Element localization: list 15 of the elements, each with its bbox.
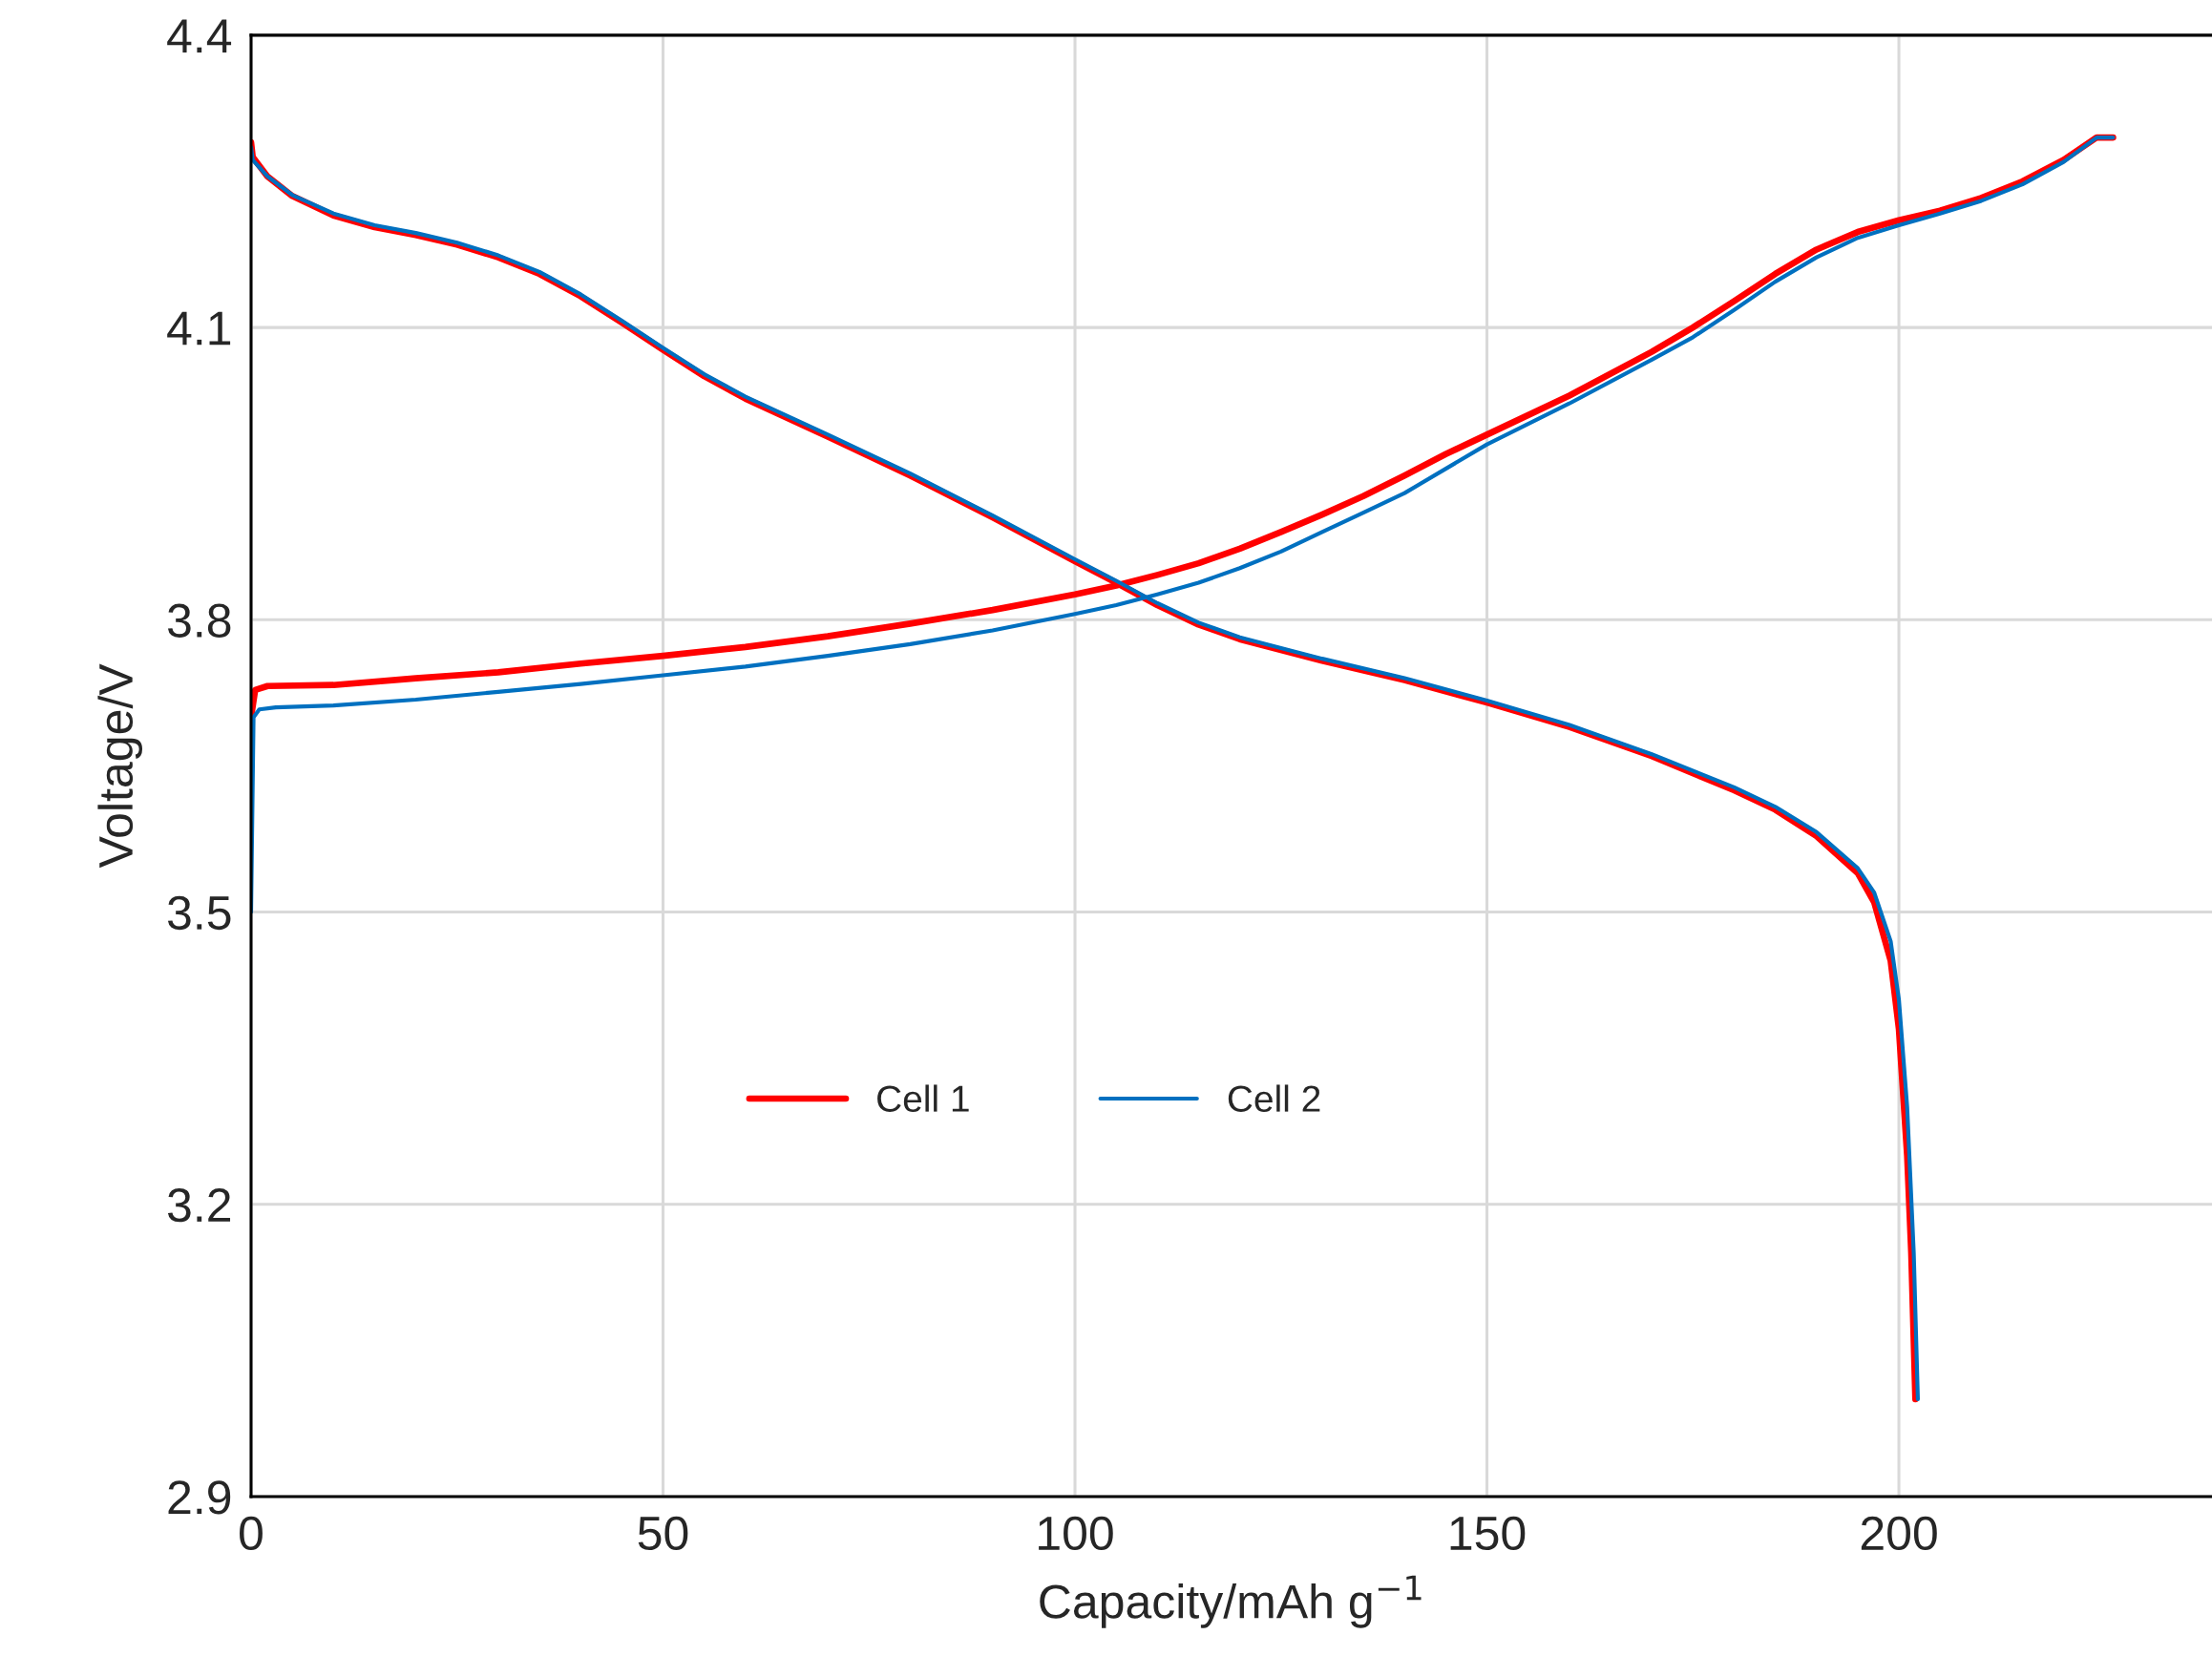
x-tick-label: 0 (240, 1516, 263, 1551)
x-axis-title: Capacity/mAh g$^{−1}$ (1040, 1575, 1422, 1628)
x-tick-label: 100 (1039, 1516, 1113, 1551)
y-tick-label: 4.4 (167, 19, 232, 53)
y-tick-label: 3.8 (167, 603, 231, 638)
y-tick-label: 4.1 (167, 311, 231, 346)
y-tick-label: 3.5 (167, 895, 231, 931)
x-tick-label: 150 (1450, 1516, 1526, 1551)
y-tick-label: 3.2 (167, 1187, 231, 1223)
legend-label: Cell 2 (1228, 1084, 1320, 1112)
y-tick-label: 2.9 (168, 1480, 231, 1515)
y-axis-title: Voltage/V (97, 663, 143, 869)
legend-label: Cell 1 (877, 1084, 969, 1112)
x-tick-label: 200 (1861, 1516, 1937, 1551)
x-tick-label: 50 (638, 1516, 688, 1551)
